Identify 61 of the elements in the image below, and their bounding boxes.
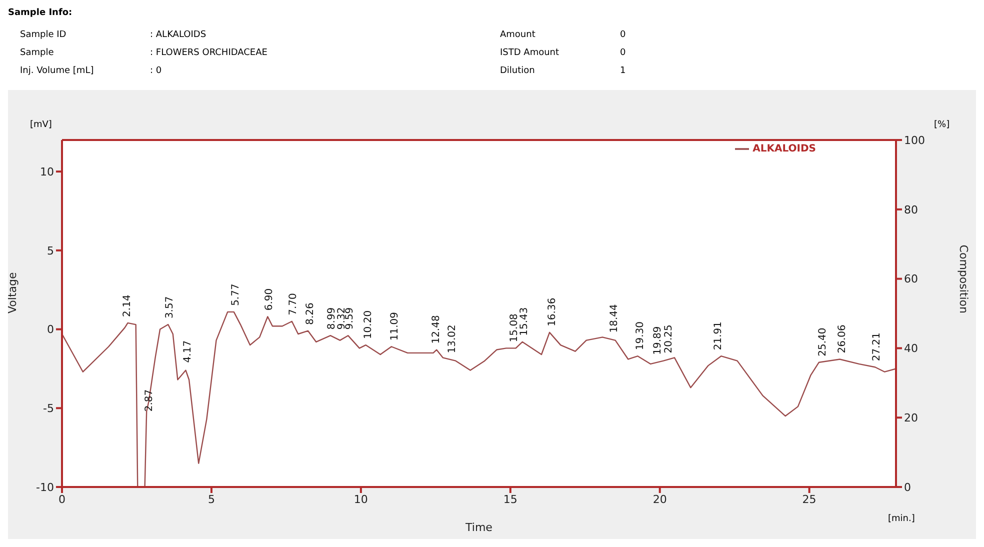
annotation: 19.89	[652, 326, 664, 355]
text: ISTD Amount	[500, 48, 560, 58]
x-tick-label: 25	[802, 492, 816, 506]
annotation: 26.06	[837, 324, 848, 354]
annotation: 7.70	[288, 293, 300, 316]
text: : 0	[150, 66, 162, 76]
y-tick-label: -5	[43, 402, 54, 416]
text: Sample	[20, 48, 54, 58]
text: [mV]	[30, 120, 52, 130]
text: Dilution	[500, 66, 535, 76]
y-tick-label: -10	[36, 480, 54, 494]
annotation: 18.44	[609, 304, 620, 333]
annotation: 10.20	[362, 310, 374, 340]
annotation: 20.25	[663, 324, 674, 354]
text: [min.]	[888, 514, 915, 524]
y-tick-label: 5	[47, 244, 54, 258]
y-axis-title: Voltage	[6, 272, 19, 314]
y2-tick-label: 100	[904, 134, 925, 147]
x-axis-title: Time	[464, 521, 493, 534]
annotation: 15.08	[508, 314, 520, 342]
annotation: 5.77	[230, 284, 242, 306]
text: Inj. Volume [mL]	[20, 66, 94, 76]
annotation: 25.40	[817, 328, 828, 356]
annotation: 13.02	[447, 324, 458, 354]
x-tick-label: 0	[58, 492, 66, 506]
annotation: 27.21	[871, 332, 882, 362]
text: Amount	[500, 30, 536, 40]
text: 0	[620, 30, 626, 40]
y2-tick-label: 60	[904, 272, 918, 286]
x-tick-label: 5	[208, 492, 215, 506]
y2-tick-label: 80	[904, 203, 918, 216]
y2-tick-label: 0	[904, 480, 911, 494]
x-tick-label: 15	[503, 492, 518, 506]
annotation: 11.09	[390, 312, 401, 341]
legend-label: ALKALOIDS	[752, 144, 816, 155]
annotation: 12.48	[431, 315, 442, 344]
annotation: 4.17	[182, 340, 194, 363]
y2-axis-title: Composition	[957, 244, 970, 314]
text: : ALKALOIDS	[150, 30, 206, 40]
text: [%]	[934, 120, 950, 130]
annotation: 15.43	[519, 307, 530, 336]
text: 1	[620, 66, 626, 76]
annotation: 21.91	[712, 321, 724, 350]
text: Sample Info:	[8, 8, 72, 18]
annotation: 8.99	[326, 307, 338, 330]
y-tick-label: 10	[40, 165, 54, 178]
annotation: 16.36	[547, 298, 558, 326]
text: : FLOWERS ORCHIDACEAE	[150, 48, 268, 58]
annotation: 2.87	[144, 389, 155, 412]
x-tick-label: 20	[652, 492, 667, 506]
annotation: 8.26	[304, 302, 316, 325]
annotation: 3.57	[164, 296, 176, 319]
x-tick-label: 10	[354, 492, 368, 506]
y-tick-label: 0	[47, 323, 54, 336]
y2-tick-label: 20	[904, 412, 918, 425]
text: 0	[620, 48, 626, 58]
y2-tick-label: 40	[904, 342, 918, 356]
annotation: 2.14	[122, 294, 133, 317]
annotation: 6.90	[264, 288, 276, 311]
text: Sample ID	[20, 30, 66, 40]
annotation: 19.30	[634, 321, 646, 350]
